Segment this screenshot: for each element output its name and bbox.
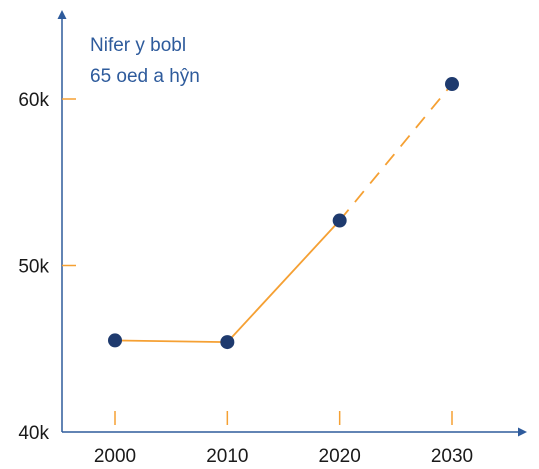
chart-title-line-2: 65 oed a hŷn — [90, 66, 200, 87]
chart-ticks: 40k 50k 60k 2000 2010 2020 2030 — [18, 90, 473, 467]
x-tick-label: 2030 — [431, 446, 473, 467]
series-segment — [226, 219, 341, 343]
data-point — [108, 333, 122, 348]
chart-series — [108, 77, 459, 350]
y-tick-label: 40k — [18, 423, 49, 444]
x-tick-label: 2000 — [94, 446, 136, 467]
series-segment — [114, 339, 228, 343]
x-axis-arrow-icon — [518, 427, 527, 437]
data-point — [332, 213, 347, 228]
y-axis-arrow-icon — [57, 10, 67, 19]
chart-title-line-1: Nifer y bobl — [90, 35, 186, 56]
data-point — [220, 335, 235, 350]
chart-axes — [57, 10, 527, 437]
data-point — [445, 77, 459, 92]
y-tick-label: 50k — [18, 257, 49, 278]
x-tick-label: 2020 — [319, 446, 361, 467]
series-segment-projected — [338, 83, 453, 222]
y-tick-label: 60k — [18, 90, 49, 111]
x-tick-label: 2010 — [206, 446, 248, 467]
